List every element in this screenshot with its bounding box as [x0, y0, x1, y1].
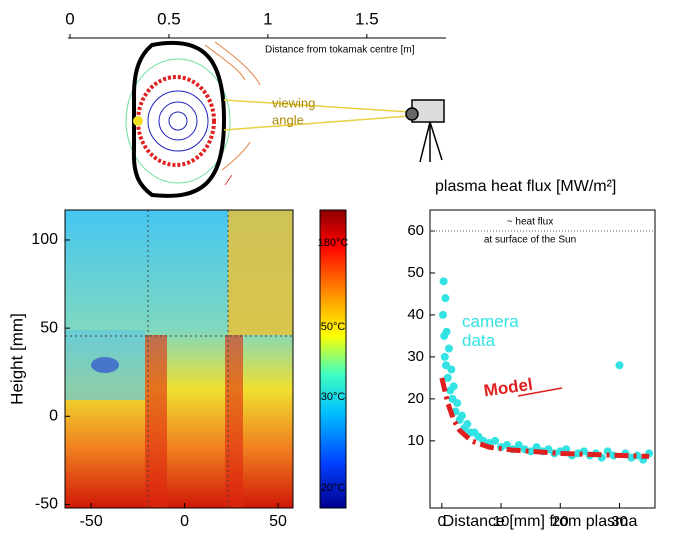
plot-frame [429, 209, 656, 509]
annotation: viewing [272, 95, 315, 110]
y-tick-label: -50 [35, 496, 58, 513]
model-label: Model [483, 375, 534, 401]
heatmap-image [64, 209, 347, 509]
data-point [457, 411, 466, 420]
colorbar-label: 50°C [321, 321, 346, 333]
data-point [453, 399, 462, 408]
data-point [442, 327, 451, 336]
colorbar-label: 180°C [318, 237, 349, 249]
x-tick-label: -50 [80, 513, 103, 530]
x-tick-label: 0 [438, 513, 446, 530]
data-point [444, 344, 453, 353]
data-point [463, 420, 472, 429]
data-point [603, 447, 612, 456]
data-point [439, 277, 448, 286]
y-tick-label: 10 [407, 432, 424, 449]
data-point [615, 361, 624, 370]
data-point [440, 352, 449, 361]
data-point [514, 441, 523, 450]
colorbar-label: 30°C [321, 391, 346, 403]
y-tick-label: 50 [407, 264, 424, 281]
annotation: ~ heat flux [507, 217, 553, 228]
annotation: at surface of the Sun [484, 235, 576, 246]
x-axis-label: Distance from tokamak centre [m] [265, 45, 415, 56]
x-tick-label: 0.5 [157, 9, 181, 28]
colorbar-label: 20°C [321, 482, 346, 494]
model-pointer [517, 387, 563, 397]
y-tick-label: 30 [407, 348, 424, 365]
y-tick-label: 50 [40, 319, 58, 336]
model-line [439, 377, 650, 459]
y-tick-label: 0 [49, 408, 58, 425]
x-tick-label: 0 [65, 9, 74, 28]
y-axis-label: Height [mm] [7, 313, 26, 405]
tokamak-diagram [125, 40, 445, 198]
x-tick-label: 0 [180, 513, 189, 530]
camera-data-label: camera data [462, 312, 519, 350]
x-tick-label: 50 [269, 513, 287, 530]
x-tick-label: 1 [263, 9, 272, 28]
data-point [441, 294, 450, 303]
x-axis-label: Distance [mm] from plasma [443, 513, 638, 530]
data-point [447, 365, 456, 374]
data-point [449, 382, 458, 391]
x-tick-label: 1.5 [355, 9, 379, 28]
x-tick-label: 30 [611, 513, 628, 530]
data-point [502, 441, 511, 450]
y-tick-label: 100 [31, 231, 58, 248]
data-point [443, 373, 452, 382]
data-point [439, 310, 448, 319]
data-point [491, 436, 500, 445]
y-tick-label: 60 [407, 222, 424, 239]
annotation: angle [272, 112, 304, 127]
x-tick-label: 10 [493, 513, 510, 530]
x-tick-label: 20 [552, 513, 569, 530]
y-tick-label: 40 [407, 306, 424, 323]
y-tick-label: 20 [407, 390, 424, 407]
chart-title: plasma heat flux [MW/m²] [435, 178, 616, 195]
